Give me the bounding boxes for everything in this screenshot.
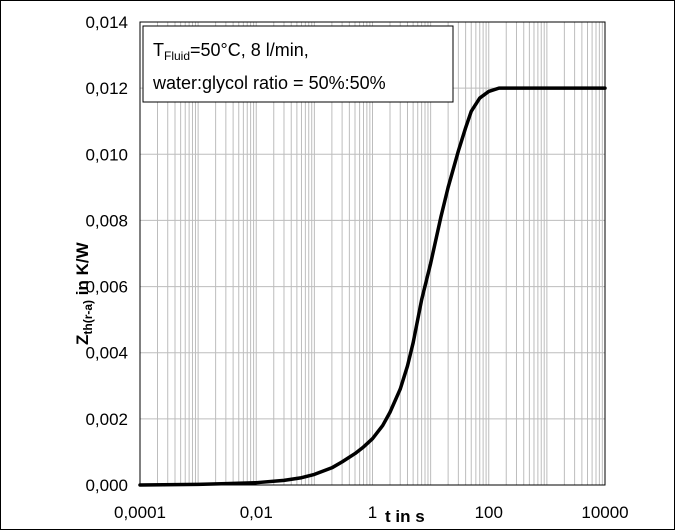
annotation-T-subscript: Fluid [164,49,190,63]
y-tick-label: 0,002 [85,410,128,429]
y-tick-label: 0,012 [85,79,128,98]
annotation-box: TFluid=50°C, 8 l/min, water:glycol ratio… [142,25,454,103]
series-line [138,86,607,487]
y-tick-label: 0,014 [85,13,128,32]
annotation-conditions: =50°C, 8 l/min, [190,40,309,60]
x-tick-labels: 0,0001 0,01 1 100 10000 [114,503,629,522]
annotation-line2: water:glycol ratio = 50%:50% [152,73,386,93]
x-tick-label: 0,0001 [114,503,166,522]
x-axis-label: t in s [385,507,425,526]
y-tick-label: 0,008 [85,211,128,230]
y-label-unit: in K/W [73,241,92,300]
y-tick-label: 0,000 [85,476,128,495]
x-tick-label: 100 [475,503,503,522]
y-tick-labels: 0,000 0,002 0,004 0,006 0,008 0,010 0,012 0,014 [85,13,128,495]
annotation-border [142,25,454,103]
y-tick-label: 0,004 [85,344,128,363]
x-tick-label: 10000 [581,503,628,522]
x-tick-label: 1 [368,503,377,522]
annotation-T: T [153,40,164,60]
y-axis-label: Zth(r-a) in K/W [73,241,95,345]
plot-area-border [139,21,606,486]
y-label-Z: Z [73,335,92,345]
y-tick-label: 0,006 [85,278,128,297]
annotation-line1: TFluid=50°C, 8 l/min, [153,40,309,63]
y-tick-label: 0,010 [85,145,128,164]
x-tick-label: 0,01 [240,503,273,522]
y-label-subscript: th(r-a) [81,300,95,335]
